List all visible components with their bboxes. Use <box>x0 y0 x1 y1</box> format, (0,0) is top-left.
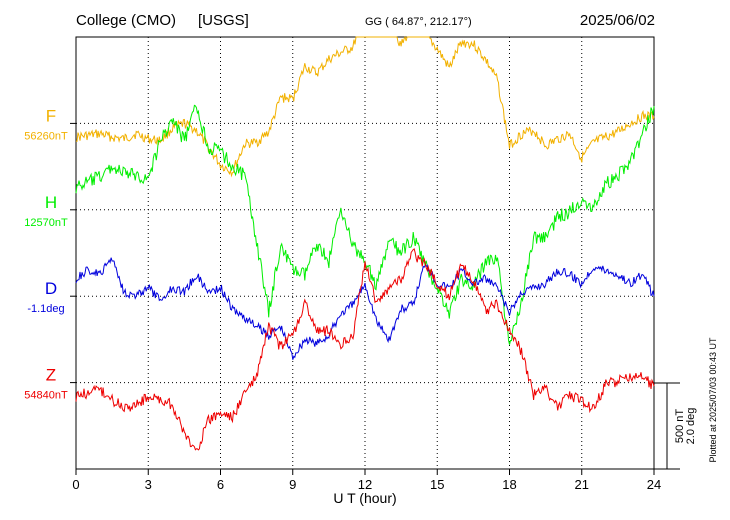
baseline-value-f: 56260nT <box>24 130 68 142</box>
x-axis: 0 3 6 9 12 15 18 21 24 <box>72 469 661 492</box>
x-tick-label: 18 <box>502 477 516 492</box>
x-axis-title: U T (hour) <box>333 490 396 506</box>
component-label-f: F <box>46 106 56 125</box>
x-tick-label: 15 <box>430 477 444 492</box>
x-tick-label: 12 <box>358 477 372 492</box>
baseline-value-h: 12570nT <box>24 217 68 229</box>
scale-bar: 500 nT 2.0 deg <box>654 382 697 470</box>
station-title: College (CMO) <box>76 12 176 29</box>
x-tick-label: 21 <box>575 477 589 492</box>
x-tick-label: 9 <box>289 477 296 492</box>
series-lines <box>75 35 655 451</box>
series-line-f <box>75 35 655 178</box>
date-label: 2025/06/02 <box>580 12 655 29</box>
x-tick-label: 24 <box>647 477 661 492</box>
baseline-value-d: -1.1deg <box>27 303 64 315</box>
component-label-z: Z <box>46 366 56 385</box>
component-label-d: D <box>45 279 57 298</box>
x-tick-label: 6 <box>217 477 224 492</box>
scale-nt-label: 500 nT <box>674 409 686 444</box>
plot-grid <box>70 37 654 469</box>
series-line-z <box>75 248 655 451</box>
plotted-at-note: Plotted at 2025/07/03 00:43 UT <box>708 337 718 463</box>
x-tick-label: 3 <box>145 477 152 492</box>
series-line-d <box>75 257 655 360</box>
x-tick-label: 0 <box>72 477 79 492</box>
scale-deg-label: 2.0 deg <box>685 408 697 445</box>
baseline-value-z: 54840nT <box>24 390 68 402</box>
series-labels: F 56260nT H 12570nT D -1.1deg Z 54840nT <box>24 106 68 401</box>
coords-label: GG ( 64.87°, 212.17°) <box>365 16 472 28</box>
component-label-h: H <box>45 193 57 212</box>
source-label: [USGS] <box>198 12 249 29</box>
